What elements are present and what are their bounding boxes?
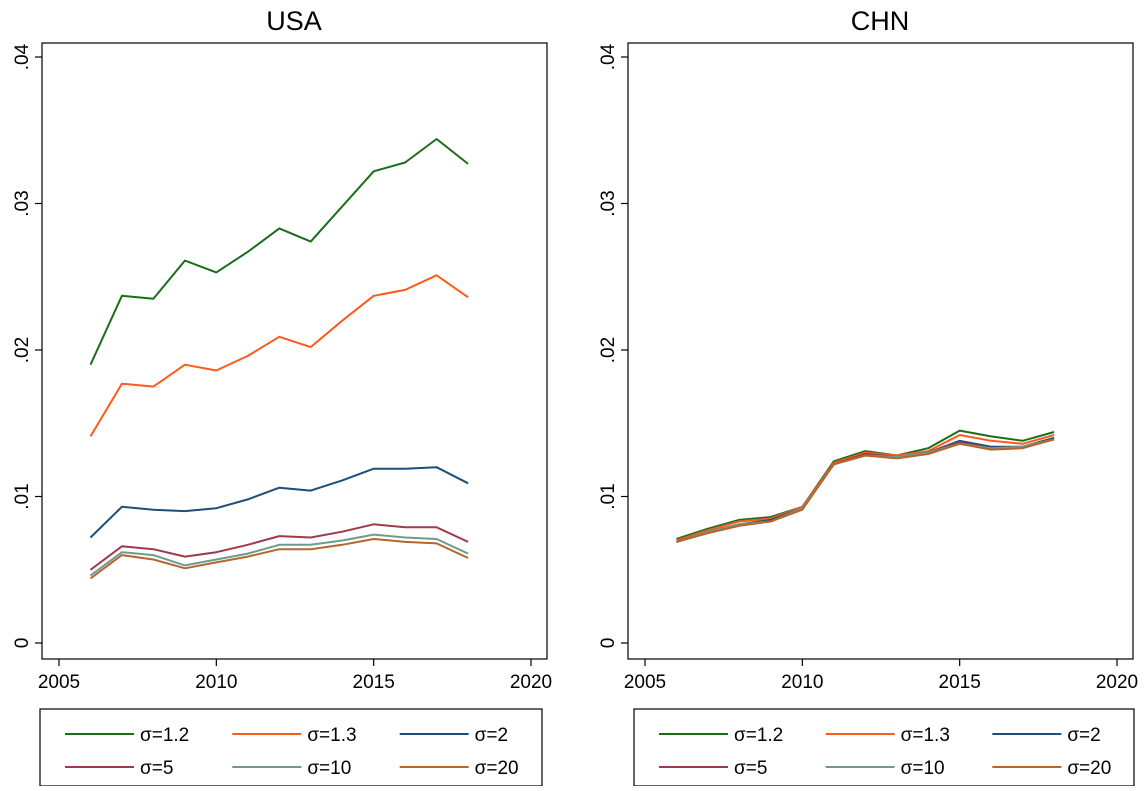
legend-box [39,708,543,787]
y-tick-label: .01 [598,483,619,509]
y-tick-label: .03 [598,190,619,216]
y-tick-label: .04 [598,43,619,70]
series-line-σ=5 [89,523,469,571]
chart-title: CHN [851,6,910,36]
series-line-σ=2 [89,466,469,539]
legend-label: σ=5 [140,758,173,779]
series-line-σ=1.3 [676,434,1055,542]
y-tick-label: 0 [12,638,33,649]
x-tick-label: 2010 [781,672,823,693]
series-line-σ=1.3 [89,274,469,437]
x-tick-label: 2020 [1096,672,1138,693]
legend-label: σ=10 [901,758,945,779]
series-line-σ=1.2 [89,138,469,366]
chart-title: USA [266,6,322,36]
legend-label: σ=1.3 [901,725,950,746]
plot-frame [627,42,1134,660]
series-line-σ=10 [89,533,469,577]
legend-label: σ=1.2 [734,725,783,746]
legend-label: σ=1.3 [307,725,356,746]
x-tick-label: 2020 [510,672,552,693]
plot-frame [41,42,548,660]
legend-label: σ=1.2 [140,725,189,746]
x-tick-label: 2015 [353,672,395,693]
legend-label: σ=20 [475,758,519,779]
legend-label: σ=5 [734,758,767,779]
y-tick-label: .02 [12,337,33,363]
legend-label: σ=10 [307,758,351,779]
y-tick-label: .04 [12,43,33,70]
x-tick-label: 2010 [195,672,237,693]
chart-panel-usa: USA 2005 2010 2015 2020 0 .01 .02 .03 .04 σ=1.2 σ=1… [12,6,552,787]
chart-panel-chn: CHN 2005 2010 2015 2020 0 .01 .02 .03 .04 σ=1.2 σ=1… [598,6,1138,787]
legend-label: σ=20 [1067,758,1111,779]
legend-box [633,708,1135,787]
series-line-σ=20 [676,438,1055,543]
y-tick-label: 0 [598,638,619,649]
x-tick-label: 2005 [38,672,80,693]
legend-label: σ=2 [1067,725,1100,746]
y-tick-label: .02 [598,337,619,363]
series-line-σ=1.2 [676,429,1055,540]
y-tick-label: .01 [12,483,33,509]
y-tick-label: .03 [12,190,33,216]
legend-label: σ=2 [475,725,508,746]
series-line-σ=20 [89,538,469,580]
x-tick-label: 2015 [939,672,981,693]
x-tick-label: 2005 [624,672,666,693]
